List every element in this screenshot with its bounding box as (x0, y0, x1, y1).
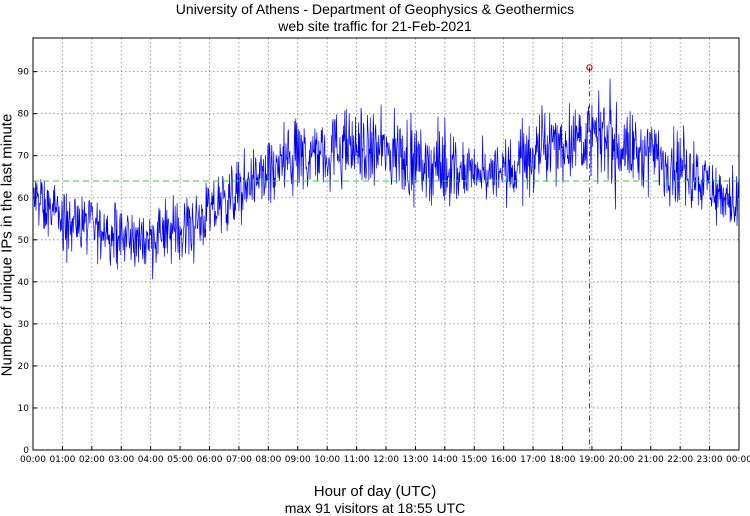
y-tick-label: 0 (23, 446, 29, 456)
x-tick-label: 00:00 (20, 455, 46, 465)
x-tick-label: 14:00 (432, 455, 458, 465)
y-tick-label: 60 (18, 194, 30, 204)
max-annotation: max 91 visitors at 18:55 UTC (284, 500, 466, 516)
x-tick-label: 07:00 (226, 455, 252, 465)
x-tick-label: 03:00 (108, 455, 134, 465)
y-tick-label: 20 (18, 362, 30, 372)
x-tick-label: 12:00 (373, 455, 399, 465)
x-tick-label: 20:00 (608, 455, 634, 465)
x-tick-label: 09:00 (285, 455, 311, 465)
x-tick-label: 15:00 (461, 455, 487, 465)
y-tick-label: 30 (18, 320, 30, 330)
x-tick-label: 00:00 (726, 455, 750, 465)
x-tick-label: 17:00 (520, 455, 546, 465)
x-tick-label: 01:00 (49, 455, 75, 465)
y-tick-label: 80 (18, 110, 30, 120)
x-tick-label: 16:00 (491, 455, 517, 465)
x-tick-label: 06:00 (197, 455, 223, 465)
chart-title: University of Athens - Department of Geo… (175, 1, 575, 17)
y-tick-label: 10 (18, 404, 30, 414)
x-tick-label: 22:00 (667, 455, 693, 465)
plot-frame (32, 37, 740, 451)
max-point-marker (586, 64, 593, 71)
x-tick-label: 10:00 (314, 455, 340, 465)
y-tick-label: 70 (18, 152, 30, 162)
chart-subtitle: web site traffic for 21-Feb-2021 (278, 18, 472, 34)
x-tick-label: 05:00 (167, 455, 193, 465)
x-axis-label: Hour of day (UTC) (313, 483, 437, 500)
y-tick-label: 90 (18, 68, 30, 78)
x-tick-label: 02:00 (79, 455, 105, 465)
x-tick-label: 08:00 (255, 455, 281, 465)
x-tick-label: 13:00 (402, 455, 428, 465)
x-tick-label: 19:00 (579, 455, 605, 465)
x-tick-label: 21:00 (638, 455, 664, 465)
x-tick-label: 04:00 (138, 455, 164, 465)
y-tick-label: 50 (18, 236, 30, 246)
y-tick-label: 40 (18, 278, 30, 288)
x-tick-label: 11:00 (344, 455, 370, 465)
traffic-series-line (32, 78, 740, 280)
x-tick-label: 23:00 (697, 455, 723, 465)
x-tick-label: 18:00 (550, 455, 576, 465)
